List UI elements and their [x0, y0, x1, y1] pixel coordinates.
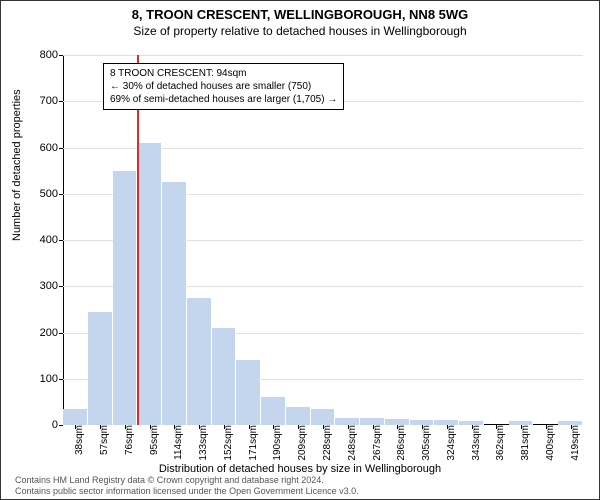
- page-subtitle: Size of property relative to detached ho…: [1, 24, 599, 38]
- histogram-bar: [212, 328, 237, 425]
- histogram-bar: [360, 418, 385, 425]
- xtick-label: 76sqm: [124, 425, 135, 455]
- xtick-label: 209sqm: [297, 425, 308, 461]
- ytick-mark: [59, 286, 63, 287]
- ytick-mark: [59, 333, 63, 334]
- histogram-bar: [88, 312, 113, 425]
- annotation-line-2: ← 30% of detached houses are smaller (75…: [110, 80, 337, 93]
- xtick-label: 171sqm: [248, 425, 259, 461]
- xtick-label: 38sqm: [74, 425, 85, 455]
- xtick-label: 114sqm: [173, 425, 184, 460]
- xtick-label: 400sqm: [545, 425, 556, 461]
- histogram-bar: [335, 418, 360, 425]
- ytick-label: 0: [52, 419, 58, 431]
- histogram-bar: [286, 407, 311, 426]
- histogram-bar: [63, 409, 88, 425]
- ytick-label: 200: [40, 327, 58, 339]
- annotation-line-1: 8 TROON CRESCENT: 94sqm: [110, 67, 337, 80]
- ytick-label: 400: [40, 234, 58, 246]
- ytick-label: 600: [40, 142, 58, 154]
- histogram-bar: [162, 182, 187, 425]
- xtick-label: 95sqm: [149, 425, 160, 455]
- ytick-mark: [59, 194, 63, 195]
- xtick-label: 57sqm: [99, 425, 110, 455]
- page-title: 8, TROON CRESCENT, WELLINGBOROUGH, NN8 5…: [1, 7, 599, 22]
- xtick-label: 190sqm: [272, 425, 283, 461]
- xtick-label: 267sqm: [372, 425, 383, 461]
- histogram-bar: [187, 298, 212, 425]
- xtick-label: 152sqm: [223, 425, 234, 461]
- xtick-label: 248sqm: [347, 425, 358, 461]
- xtick-label: 343sqm: [471, 425, 482, 461]
- xtick-label: 228sqm: [322, 425, 333, 461]
- histogram-bar: [261, 397, 286, 425]
- xtick-label: 286sqm: [396, 425, 407, 461]
- ytick-mark: [59, 55, 63, 56]
- ytick-label: 100: [40, 373, 58, 385]
- ytick-mark: [59, 101, 63, 102]
- xtick-label: 324sqm: [446, 425, 457, 461]
- chart-area: 010020030040050060070080038sqm57sqm76sqm…: [63, 55, 583, 425]
- histogram-bar: [137, 143, 162, 425]
- ytick-mark: [59, 148, 63, 149]
- ytick-mark: [59, 240, 63, 241]
- ytick-mark: [59, 379, 63, 380]
- ytick-label: 300: [40, 280, 58, 292]
- histogram-bar: [311, 409, 336, 425]
- x-axis-label: Distribution of detached houses by size …: [1, 463, 599, 475]
- gridline: [63, 55, 583, 56]
- xtick-label: 419sqm: [570, 425, 581, 461]
- histogram-bar: [236, 360, 261, 425]
- xtick-label: 133sqm: [198, 425, 209, 461]
- annotation-line-3: 69% of semi-detached houses are larger (…: [110, 93, 337, 106]
- ytick-label: 500: [40, 188, 58, 200]
- plot-region: 010020030040050060070080038sqm57sqm76sqm…: [63, 55, 583, 425]
- ytick-mark: [59, 425, 63, 426]
- footnote-line-1: Contains HM Land Registry data © Crown c…: [15, 475, 359, 485]
- footnote: Contains HM Land Registry data © Crown c…: [15, 475, 359, 496]
- ytick-label: 700: [40, 95, 58, 107]
- ytick-label: 800: [40, 49, 58, 61]
- histogram-bar: [113, 171, 138, 425]
- y-axis-label: Number of detached properties: [11, 89, 23, 241]
- xtick-label: 305sqm: [421, 425, 432, 461]
- xtick-label: 362sqm: [495, 425, 506, 461]
- footnote-line-2: Contains public sector information licen…: [15, 486, 359, 496]
- xtick-label: 381sqm: [520, 425, 531, 461]
- marker-line: [137, 55, 139, 425]
- annotation-box: 8 TROON CRESCENT: 94sqm ← 30% of detache…: [103, 63, 344, 110]
